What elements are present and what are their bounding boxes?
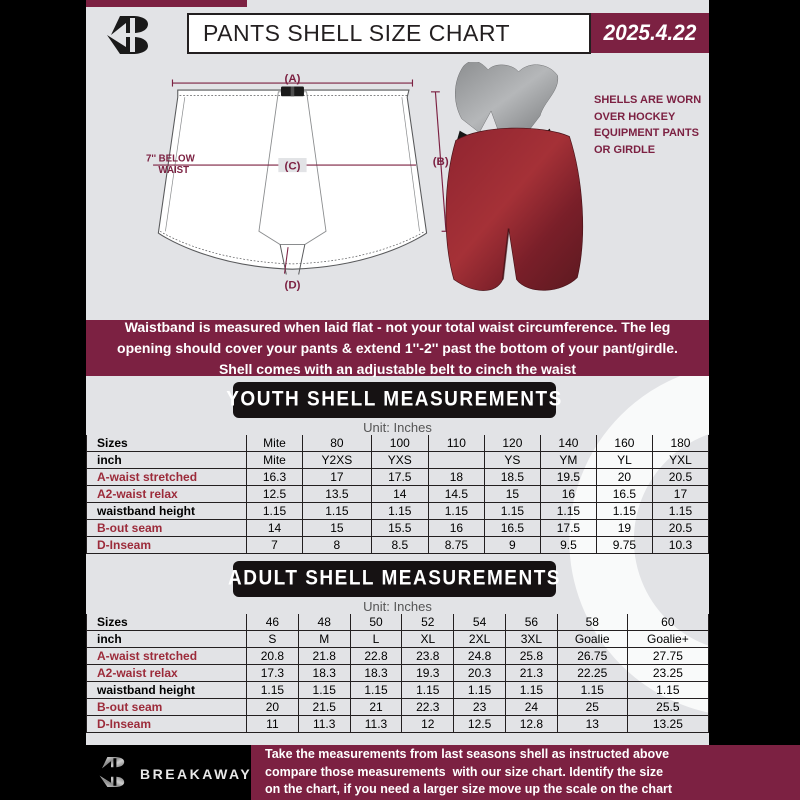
svg-text:(C): (C) bbox=[285, 161, 301, 173]
svg-text:WAIST: WAIST bbox=[158, 165, 189, 176]
svg-text:(A): (A) bbox=[285, 73, 301, 85]
svg-text:(D): (D) bbox=[285, 280, 301, 292]
svg-text:7'' BELOW: 7'' BELOW bbox=[146, 154, 196, 165]
